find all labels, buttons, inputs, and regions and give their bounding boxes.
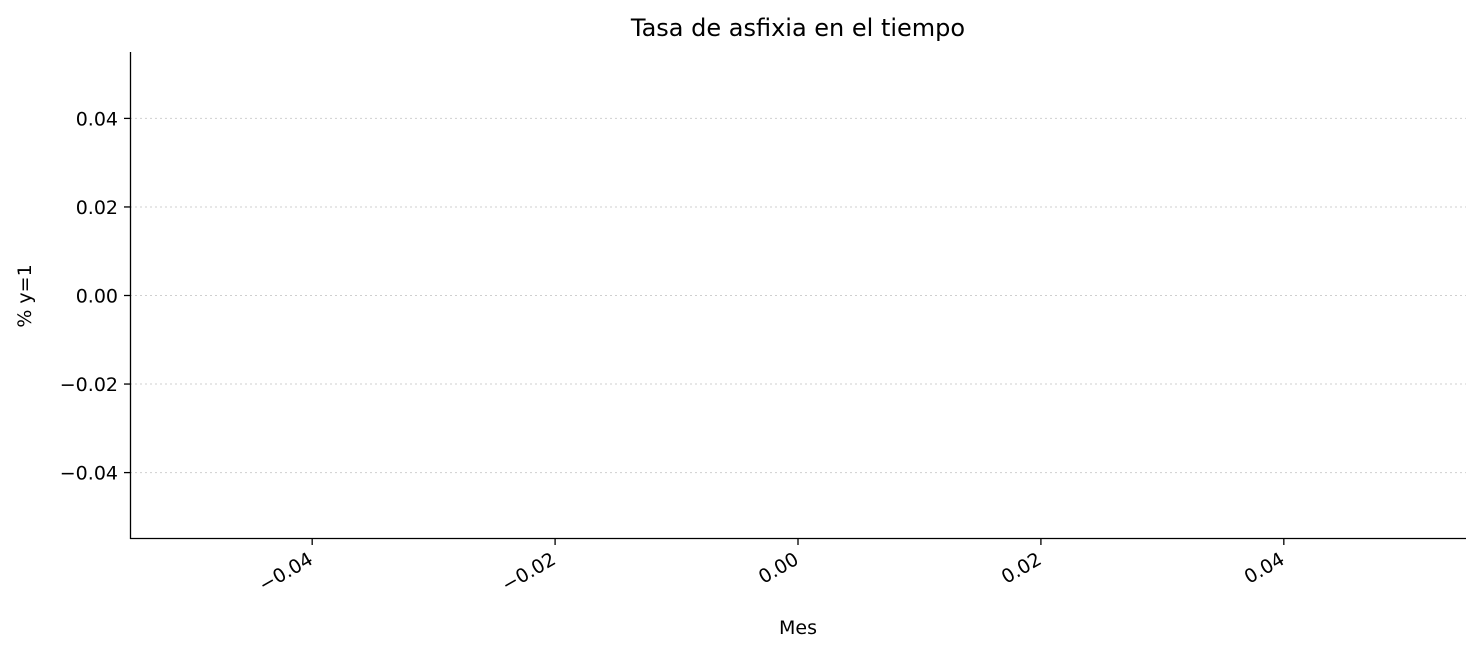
x-tick-label: 0.02: [998, 548, 1046, 588]
y-tick-label: −0.02: [60, 374, 118, 396]
x-axis-label: Mes: [779, 617, 817, 639]
grid-lines: [130, 117, 1466, 474]
y-tick-label: −0.04: [60, 463, 118, 485]
x-tick-label: 0.04: [1241, 548, 1289, 588]
x-axis-ticks: −0.04 −0.02 0.00 0.02 0.04: [255, 539, 1288, 596]
chart-title: Tasa de asfixia en el tiempo: [630, 14, 965, 42]
y-tick-label: 0.04: [76, 108, 118, 130]
x-tick-label: −0.02: [498, 548, 559, 596]
y-axis-label: % y=1: [14, 264, 36, 327]
y-axis-ticks: 0.04 0.02 0.00 −0.02 −0.04: [60, 108, 130, 485]
x-tick-label: 0.00: [755, 548, 803, 588]
y-tick-label: 0.02: [76, 197, 118, 219]
y-tick-label: 0.00: [76, 286, 118, 308]
x-tick-label: −0.04: [255, 548, 316, 596]
